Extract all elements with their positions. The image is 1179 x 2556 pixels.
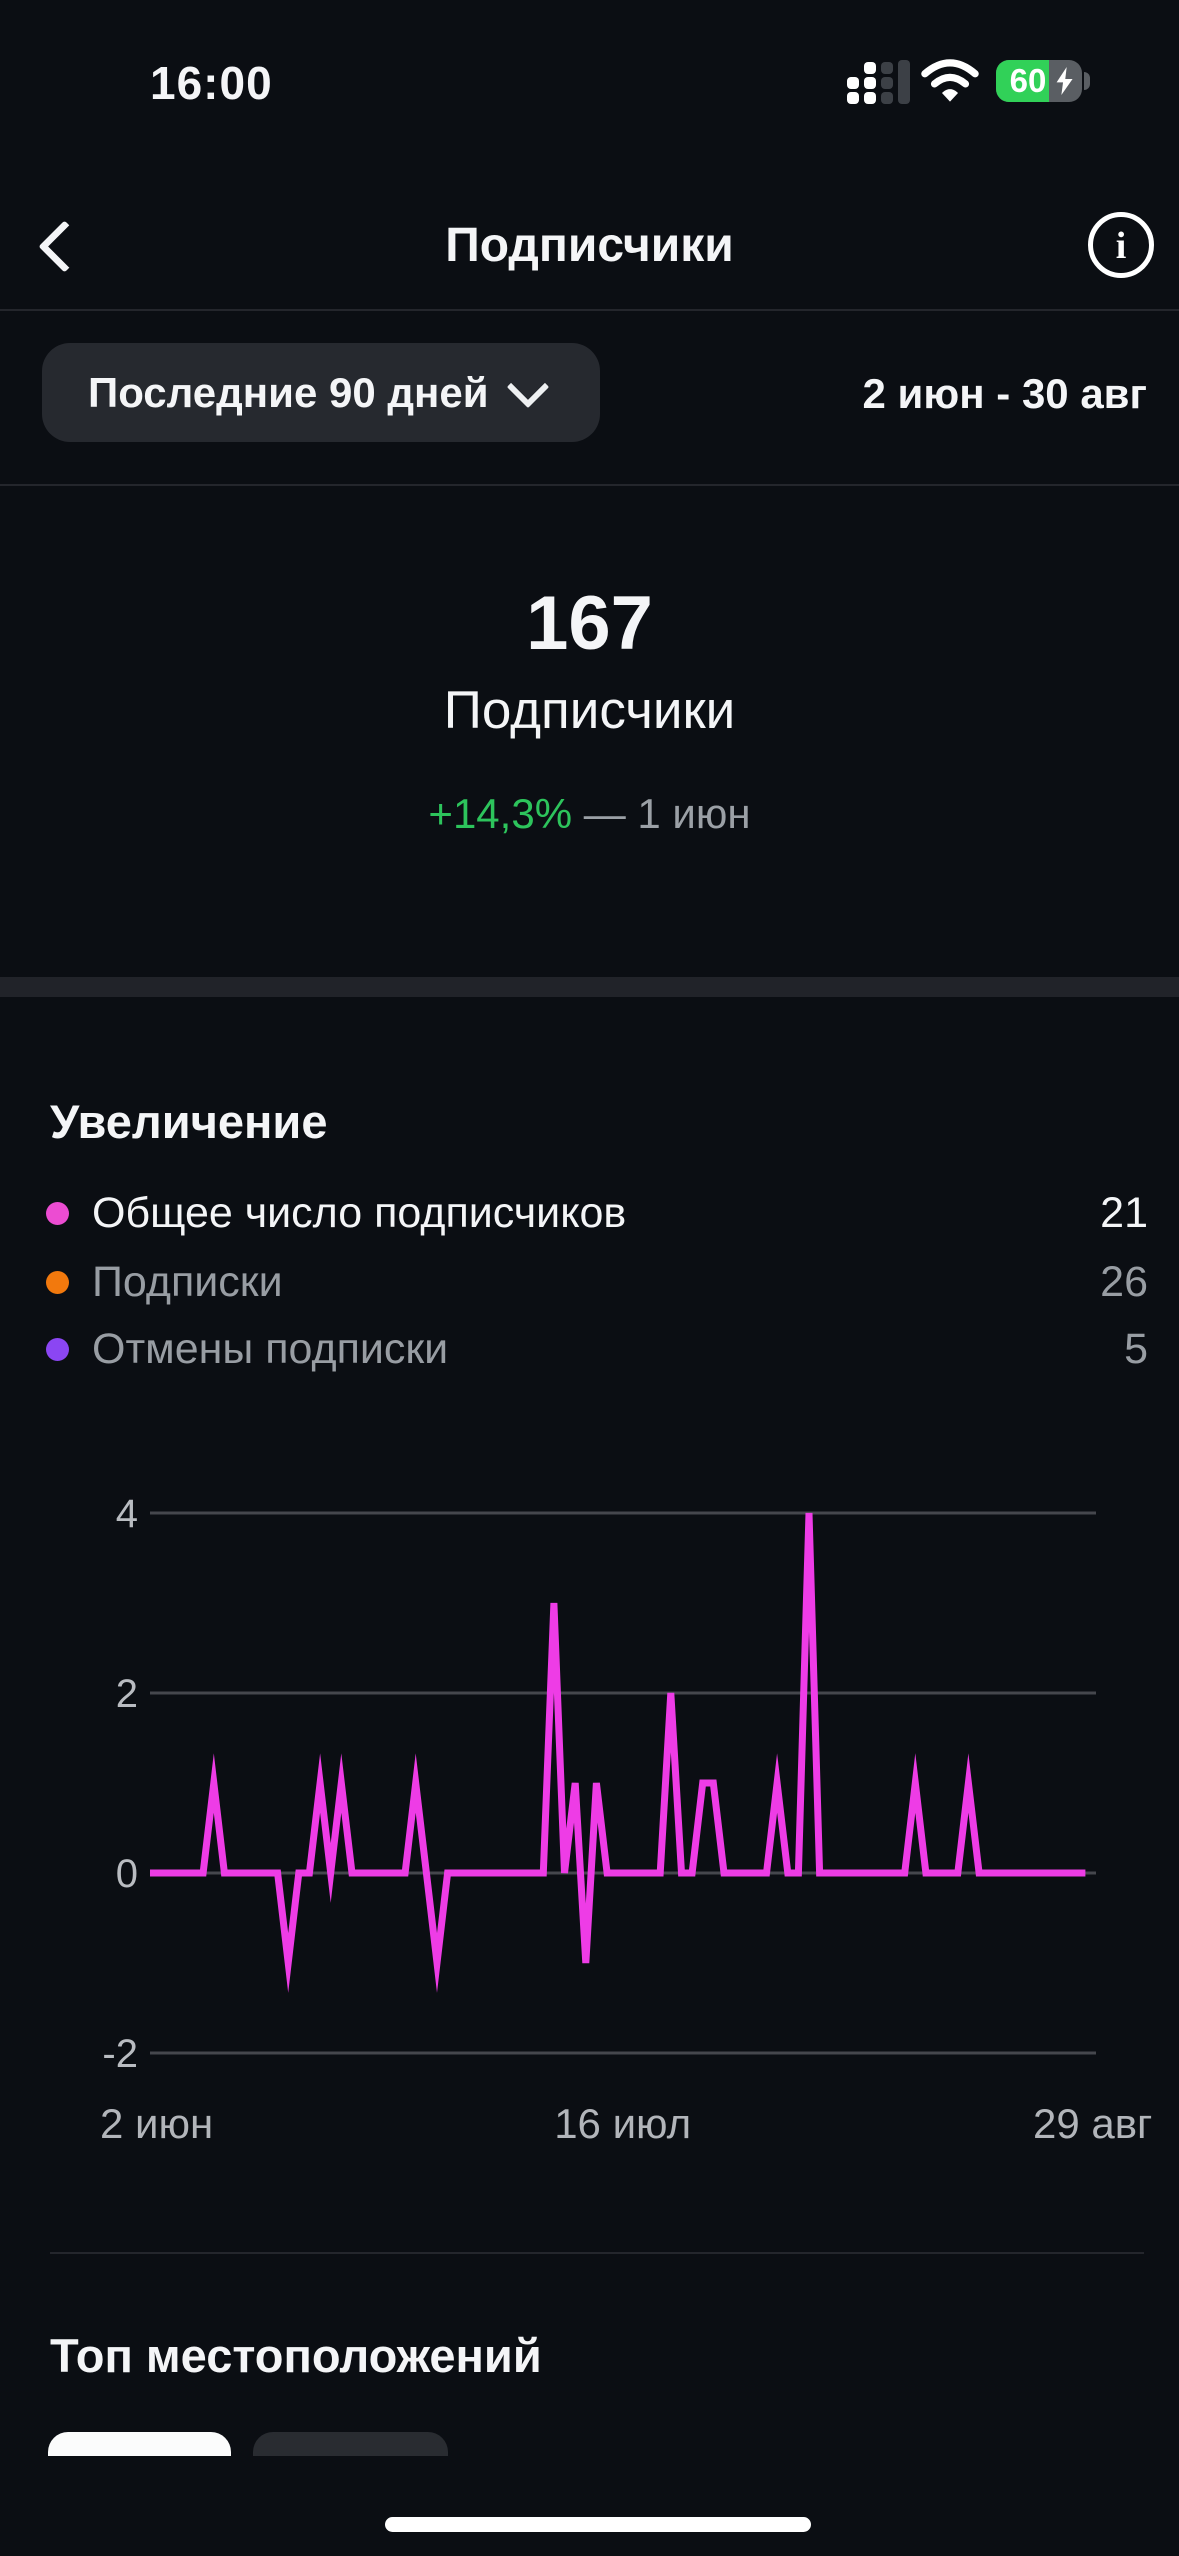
y-axis-label: 2: [116, 1672, 138, 1716]
top-locations-title: Топ местоположений: [50, 2329, 542, 2382]
home-indicator[interactable]: [385, 2517, 811, 2532]
x-axis-label: 16 июл: [554, 2100, 691, 2147]
battery-icon: 60: [996, 60, 1090, 102]
location-filter-pill-inactive[interactable]: [253, 2432, 448, 2456]
divider: [0, 484, 1179, 486]
followers-count-label: Подписчики: [443, 681, 736, 740]
info-icon: i: [1115, 225, 1127, 267]
growth-chart[interactable]: 4 2 0 -2 2 июн 16 июл 29 авг: [0, 1420, 1179, 2190]
info-button[interactable]: i: [1088, 212, 1154, 278]
charging-bolt-icon: [1056, 67, 1074, 100]
y-axis-label: 0: [116, 1852, 138, 1896]
wifi-icon: [921, 58, 979, 107]
delta-percent: +14,3%: [428, 790, 573, 837]
date-range-dropdown[interactable]: Последние 90 дней: [42, 343, 600, 442]
legend-row-follows: Подписки 26: [0, 1257, 1179, 1306]
battery-percent: 60: [1009, 62, 1047, 99]
legend-label: Подписки: [92, 1257, 283, 1306]
date-range-text: 2 июн - 30 авг: [862, 370, 1147, 417]
y-axis-label: -2: [102, 2032, 138, 2076]
followers-delta: +14,3% — 1 июн: [0, 790, 1179, 838]
legend-value: 21: [1100, 1188, 1148, 1237]
y-axis-label: 4: [116, 1492, 138, 1536]
chart-line-total-followers: [150, 1512, 1086, 1993]
legend-dot-total: [46, 1201, 69, 1225]
legend-dot-unfollows: [46, 1337, 69, 1361]
x-axis-label: 29 авг: [1033, 2100, 1152, 2147]
legend-dot-follows: [46, 1270, 69, 1294]
page-title: Подписчики: [445, 219, 734, 272]
location-filter-pill-active[interactable]: [48, 2432, 231, 2456]
legend-label: Общее число подписчиков: [92, 1188, 627, 1237]
legend-label: Отмены подписки: [92, 1324, 449, 1373]
x-axis-label: 2 июн: [100, 2100, 213, 2147]
date-range-dropdown-label: Последние 90 дней: [88, 368, 489, 416]
status-time: 16:00: [150, 57, 273, 109]
delta-since: — 1 июн: [572, 790, 751, 837]
legend-row-unfollows: Отмены подписки 5: [0, 1324, 1179, 1373]
growth-section-title: Увеличение: [50, 1095, 328, 1148]
divider: [0, 309, 1179, 311]
followers-count: 167: [526, 581, 653, 666]
divider: [50, 2252, 1144, 2254]
chevron-down-icon: [506, 365, 549, 408]
legend-value: 26: [1100, 1257, 1148, 1306]
legend-value: 5: [1124, 1324, 1148, 1373]
cellular-signal-icon: [847, 58, 911, 104]
legend-row-total: Общее число подписчиков 21: [0, 1188, 1179, 1237]
section-separator: [0, 977, 1179, 997]
